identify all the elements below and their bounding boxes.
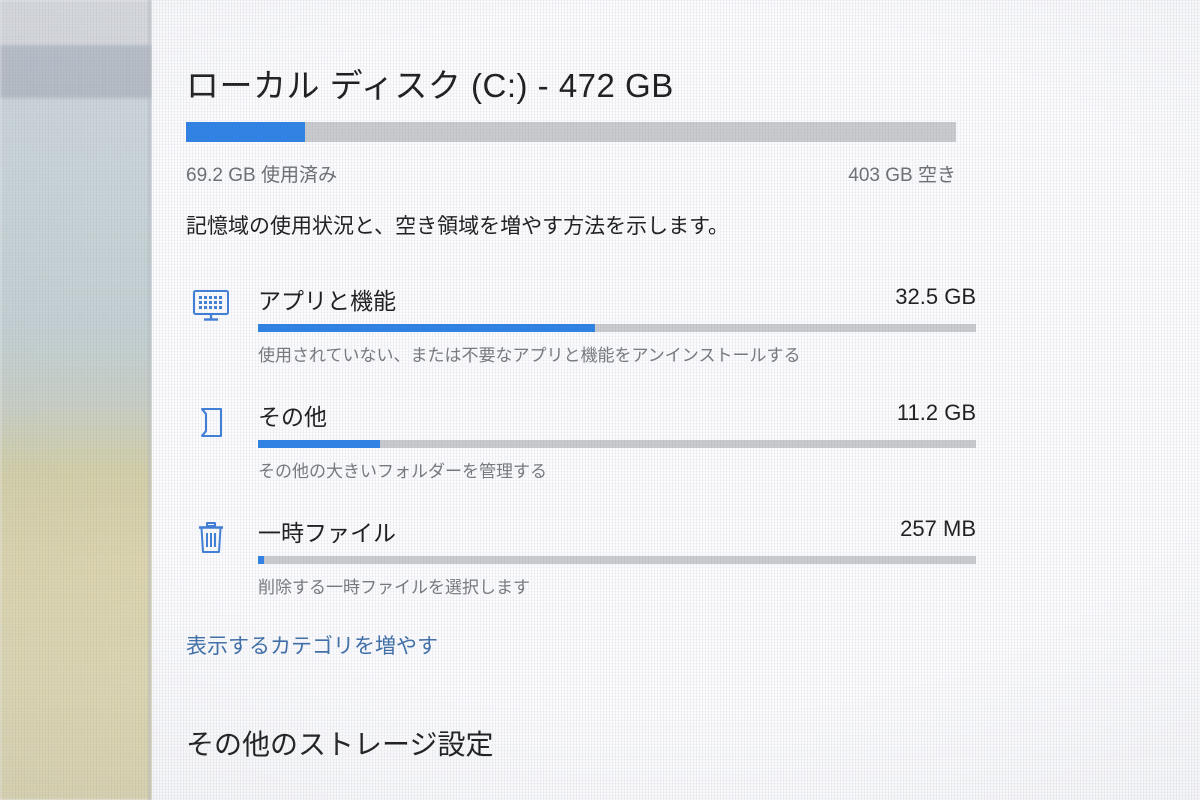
- category-name: その他: [258, 404, 327, 430]
- category-name: アプリと機能: [258, 288, 396, 314]
- category-usage-bar-fill: [258, 324, 596, 332]
- other-storage-settings-heading: その他のストレージ設定: [186, 729, 494, 760]
- show-more-categories-link[interactable]: 表示するカテゴリを増やす: [186, 635, 438, 658]
- left-blurred-background: [0, 0, 152, 800]
- category-usage-bar-fill: [258, 440, 381, 448]
- panel-left-edge-shadow: [148, 0, 154, 800]
- category-size: 257 MB: [900, 516, 976, 541]
- drive-usage-bar-fill: [186, 122, 306, 142]
- category-size: 32.5 GB: [895, 284, 976, 309]
- trash-icon: [188, 514, 234, 560]
- category-usage-bar-fill: [258, 556, 264, 564]
- storage-description: 記憶域の使用状況と、空き領域を増やす方法を示します。: [186, 215, 730, 238]
- category-usage-bar: [258, 556, 976, 564]
- storage-category-row[interactable]: アプリと機能 32.5 GB 使用されていない、または不要なアプリと機能をアンイ…: [186, 278, 976, 378]
- category-subtitle: その他の大きいフォルダーを管理する: [258, 462, 547, 481]
- storage-category-row[interactable]: 一時ファイル 257 MB 削除する一時ファイルを選択します: [186, 510, 976, 610]
- drive-usage-bar: [186, 122, 956, 142]
- display-apps-icon: [188, 282, 234, 328]
- category-subtitle: 削除する一時ファイルを選択します: [258, 578, 530, 597]
- storage-category-row[interactable]: その他 11.2 GB その他の大きいフォルダーを管理する: [186, 394, 976, 494]
- category-subtitle: 使用されていない、または不要なアプリと機能をアンインストールする: [258, 346, 801, 365]
- category-name: 一時ファイル: [258, 520, 396, 546]
- folder-other-icon: [188, 398, 234, 444]
- category-size: 11.2 GB: [896, 400, 976, 425]
- page-title: ローカル ディスク (C:) - 472 GB: [186, 67, 674, 104]
- category-usage-bar: [258, 324, 976, 332]
- category-usage-bar: [258, 440, 976, 448]
- drive-used-label: 69.2 GB 使用済み: [186, 165, 337, 186]
- drive-free-label: 403 GB 空き: [848, 165, 956, 186]
- storage-settings-panel: ローカル ディスク (C:) - 472 GB 69.2 GB 使用済み 403…: [152, 0, 1200, 800]
